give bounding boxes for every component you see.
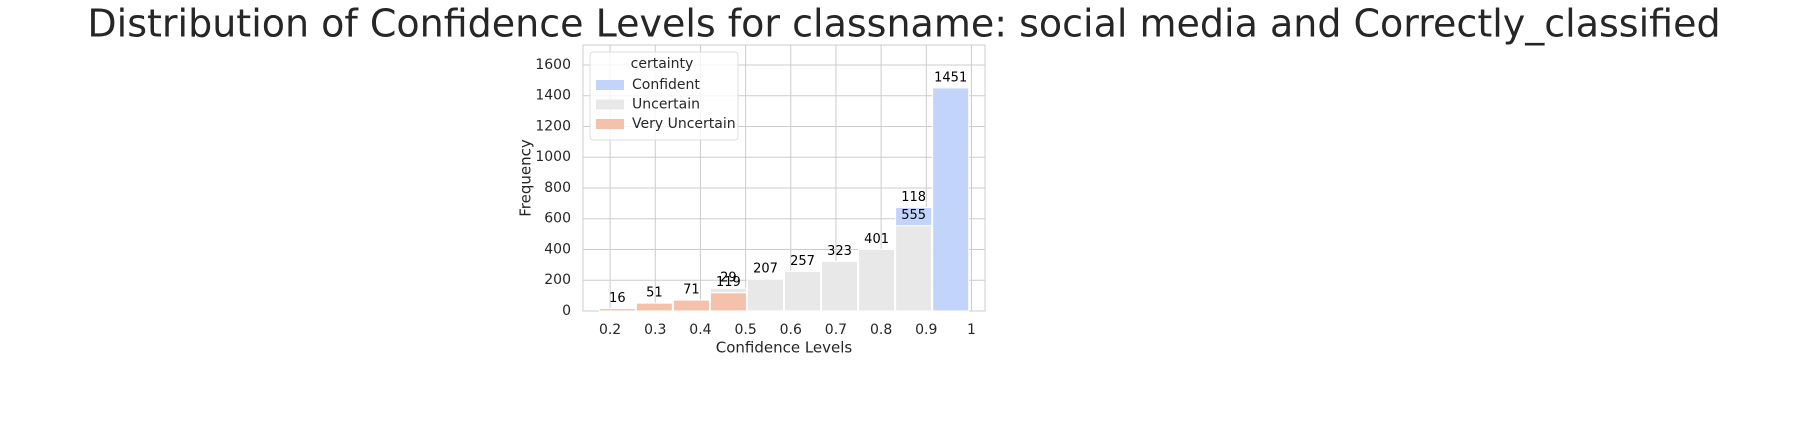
x-tick-label: 1 [967, 322, 976, 338]
y-tick-label: 0 [562, 303, 571, 319]
legend-frame [589, 51, 739, 141]
data-label: 323 [827, 244, 852, 259]
data-label: 71 [683, 283, 700, 298]
bar [932, 87, 970, 312]
y-axis-label: Frequency [517, 139, 535, 217]
bar [858, 248, 896, 312]
data-label: 119 [716, 275, 741, 290]
x-tick-label: 0.4 [689, 322, 711, 338]
data-label: 555 [901, 208, 926, 223]
data-label: 16 [609, 291, 626, 306]
data-label: 1451 [934, 70, 967, 85]
bar [672, 299, 710, 312]
legend-label: Uncertain [632, 97, 700, 113]
legend-label: Very Uncertain [632, 116, 736, 132]
legend-swatch [596, 99, 624, 110]
y-tick-label: 1000 [535, 149, 571, 165]
bar [709, 292, 747, 312]
legend: certainty Confident Uncertain Very Uncertai… [589, 51, 739, 141]
x-tick-label: 0.2 [599, 322, 621, 338]
bar [709, 287, 747, 294]
data-label: 207 [753, 262, 778, 277]
chart-title: Distribution of Confidence Levels for cl… [87, 2, 1720, 46]
data-label: 51 [646, 286, 663, 301]
bar [895, 225, 933, 312]
bar [821, 260, 859, 312]
x-tick-label: 0.7 [825, 322, 847, 338]
y-tick-label: 1400 [535, 88, 571, 104]
x-tick-label: 0.3 [644, 322, 666, 338]
bar [784, 270, 822, 312]
data-label: 29 [720, 271, 737, 286]
bar [635, 302, 673, 312]
data-label: 118 [901, 190, 926, 205]
y-tick-label: 1200 [535, 118, 571, 134]
legend-swatch [596, 80, 624, 90]
y-tick-label: 200 [544, 272, 571, 288]
data-label: 257 [790, 254, 815, 269]
x-tick-label: 0.6 [780, 322, 802, 338]
bar [746, 278, 784, 312]
x-tick-label: 0.9 [915, 322, 937, 338]
y-tick-label: 1600 [535, 57, 571, 73]
legend-title: certainty [631, 56, 694, 72]
bar [598, 308, 636, 312]
data-label: 401 [864, 232, 889, 247]
y-tick-label: 400 [544, 241, 571, 257]
legend-label: Confident [632, 77, 700, 93]
bar [895, 207, 933, 227]
x-axis-label: Confidence Levels [716, 339, 853, 357]
y-tick-label: 800 [544, 180, 571, 196]
x-tick-label: 0.8 [870, 322, 892, 338]
x-tick-label: 0.5 [734, 322, 756, 338]
y-tick-label: 600 [544, 211, 571, 227]
legend-swatch [596, 119, 624, 129]
